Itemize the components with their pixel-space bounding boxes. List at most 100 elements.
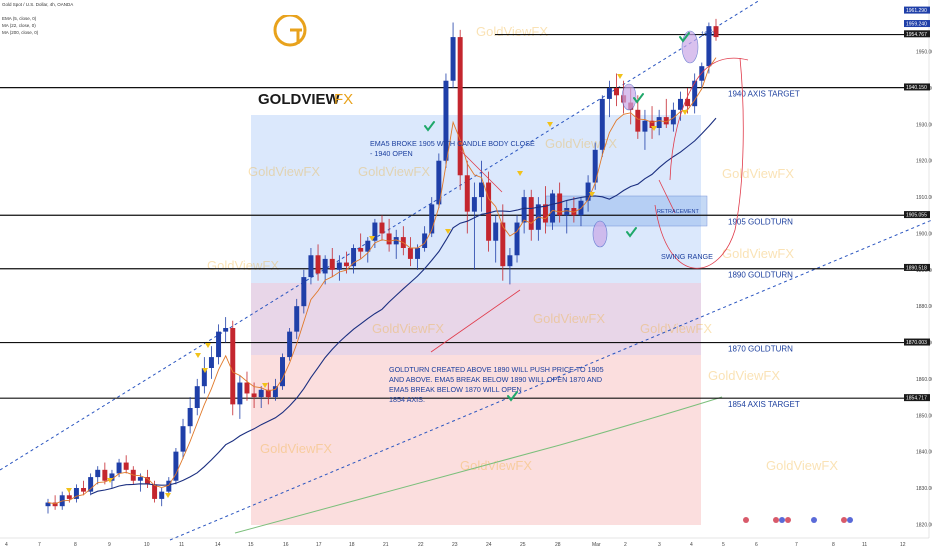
goldviewfx-logo: GOLDVIEW FX [258,10,353,108]
arrow-goldturn [430,289,521,353]
highlight-ellipse-1 [621,83,637,111]
candle-body [486,182,492,241]
candle-body [137,477,143,481]
candle-body [479,182,484,198]
price-label-box [904,83,930,91]
flag-icon-7 [847,517,853,523]
candle-body [677,98,683,110]
ema5-annotation-line2: - 1940 OPEN [370,149,413,158]
candle-body [280,357,285,387]
candle-body [166,480,172,492]
candle-body [329,258,335,270]
candle-body [528,197,534,230]
time-tick-label: 11 [862,542,867,548]
check-icon-5 [507,391,518,402]
time-tick-label: 25 [520,542,526,548]
candle-body [73,488,79,499]
triangle-marker-icon [547,122,553,127]
candle-body [450,37,456,81]
candle-body [571,208,577,216]
time-tick-label: 8 [832,542,835,548]
candle-body [379,222,385,234]
price-label-text: 1961.290 [906,8,927,14]
arrow-upper [669,57,749,181]
swing-range-label: SWING RANGE [661,252,713,261]
watermark-5: GoldViewFX [722,166,794,181]
candle-body [436,160,442,205]
candle-body [713,26,719,38]
price-tick-label: 1880.000 [916,304,932,310]
price-label-text: 1954.767 [906,32,927,38]
time-tick-label: 23 [452,542,458,548]
legend-ma22: MA (22, close, 0) [2,23,36,28]
candle-body [663,117,669,125]
triangle-marker-icon [202,368,208,373]
candle-body [642,120,648,132]
price-tick-label: 1950.000 [916,50,932,56]
candle-body [251,393,257,398]
candle-body [351,248,357,267]
time-tick-label: 22 [418,542,424,548]
candle-body [322,258,328,274]
level-label: 1854 AXIS TARGET [728,400,800,409]
logo-text: GOLDVIEW [258,91,341,108]
time-tick-label: 14 [215,542,221,548]
time-tick-label: 2 [624,542,627,548]
time-tick-label: 6 [755,542,758,548]
candle-body [230,328,236,405]
time-tick-label: 5 [722,542,725,548]
watermark-11: GoldViewFX [708,368,780,383]
time-tick-label: 4 [5,542,8,548]
time-tick-label: 3 [658,542,661,548]
arrow-retracement [658,179,676,214]
candle-body [343,262,349,267]
price-label-box [904,338,930,346]
time-tick-label: 7 [38,542,41,548]
candle-body [208,357,214,368]
time-tick-label: 16 [283,542,289,548]
price-label-box [904,30,930,38]
candle-body [308,255,314,278]
level-label: 1870 GOLDTURN [728,345,793,354]
candle-body [457,37,463,176]
candle-body [542,204,548,223]
top-level-label: 1950 [701,32,715,38]
candle-body [429,204,435,234]
candle-body [244,382,250,394]
price-label-box [904,211,930,219]
price-label-text: 1940.150 [906,85,927,91]
candle-body [66,495,72,499]
candle-body [599,98,605,150]
candle-body [223,328,229,332]
candle-body [493,222,499,241]
candle-body [194,386,200,408]
price-label-box [904,263,930,271]
candle-body [507,255,513,267]
price-label-text: 1870.003 [906,340,927,346]
time-tick-label: 18 [349,542,355,548]
ema5-annotation-line1: EMA5 BROKE 1905 WITH CANDLE BODY CLOSE [370,139,535,148]
candle-body [585,182,591,201]
highlight-ellipse-3 [681,30,699,64]
price-tick-label: 1830.000 [916,486,932,492]
price-tick-label: 1900.000 [916,231,932,237]
candle-body [670,109,676,125]
candle-body [52,502,58,507]
candle-body [180,426,186,452]
goldturn-annotation-line3: EMA5 BREAK BELOW 1870 WILL OPEN [389,385,522,394]
goldturn-annotation-line2: AND ABOVE. EMA5 BREAK BELOW 1890 WILL OP… [389,375,602,384]
candle-body [365,240,371,252]
watermark-3: GoldViewFX [358,164,430,179]
flag-icon-1 [743,517,749,523]
logo-text-suffix: FX [334,91,353,108]
candle-body [201,368,207,387]
candle-body [550,193,556,223]
candle-body [415,248,421,259]
ma22-line [90,117,717,495]
highlight-ellipse-2 [592,220,608,248]
goldturn-annotation-line1: GOLDTURN CREATED ABOVE 1890 WILL PUSH PR… [389,365,604,374]
price-label-text: 1890.518 [906,265,927,271]
time-axis: 4 7 8 9 10 11 14 15 16 17 18 21 22 23 24 25 28 Mar 2 3 4 5 6 7 8… [0,537,929,548]
candle-body [471,197,477,212]
